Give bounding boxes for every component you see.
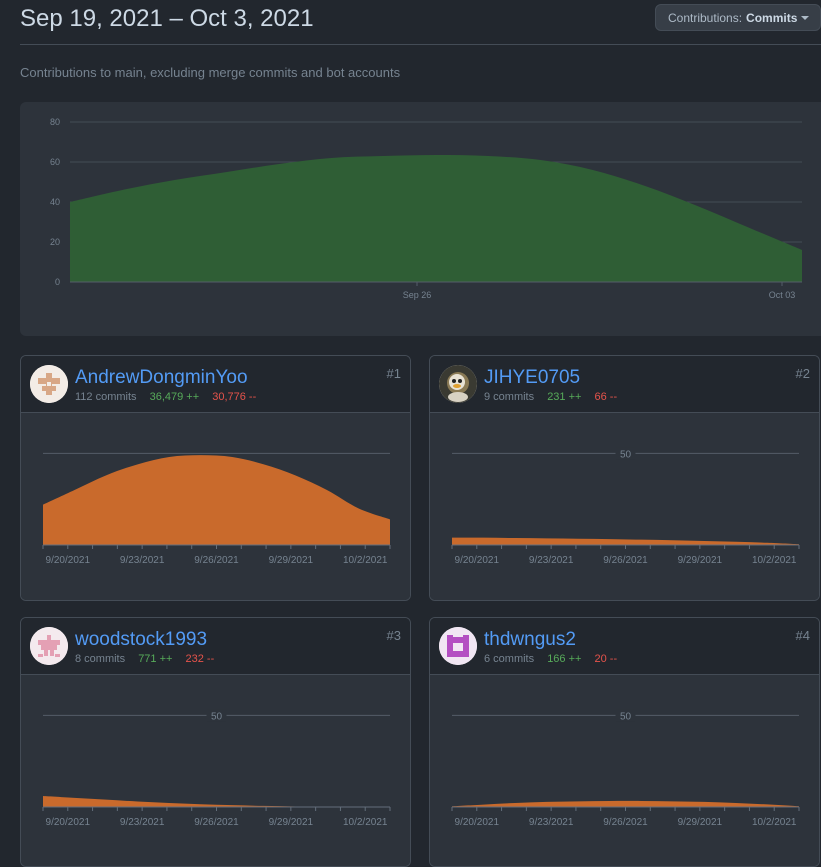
x-tick-label: 9/23/2021 xyxy=(529,555,574,566)
avatar[interactable] xyxy=(439,365,477,403)
x-tick-label: 9/29/2021 xyxy=(269,555,314,566)
additions-count: 166 ++ xyxy=(547,653,582,665)
contributor-stats: 9 commits 231 ++ 66 -- xyxy=(484,391,617,403)
contributor-header: thdwngus2 6 commits 166 ++ 20 -- #4 xyxy=(430,618,819,675)
contributor-header: JIHYE0705 9 commits 231 ++ 66 -- #2 xyxy=(430,356,819,413)
contributor-name-link[interactable]: woodstock1993 xyxy=(75,629,208,650)
contributor-name-link[interactable]: AndrewDongminYoo xyxy=(75,367,248,388)
gridline-label-bg xyxy=(615,447,636,460)
page-title: Sep 19, 2021 – Oct 3, 2021 xyxy=(20,5,314,32)
contributor-chart: 9/20/2021 9/23/2021 9/26/2021 9/29/2021 10/2… xyxy=(21,413,410,600)
main-chart-svg: 0 20 40 60 80 Sep 26 Oct 03 xyxy=(50,117,802,300)
x-tick-label: 9/26/2021 xyxy=(194,555,239,566)
contributor-card-3: woodstock1993 8 commits 771 ++ 232 -- #3… xyxy=(20,617,411,867)
y-tick-label: 50 xyxy=(211,711,223,722)
x-tick-label: 9/26/2021 xyxy=(603,817,648,828)
additions-count: 771 ++ xyxy=(138,653,173,665)
contributor-header: AndrewDongminYoo 112 commits 36,479 ++ 3… xyxy=(21,356,410,413)
caret-down-icon xyxy=(801,15,810,20)
rank-badge: #3 xyxy=(386,628,401,643)
commits-area xyxy=(43,796,390,808)
y-tick-label: 0 xyxy=(55,277,60,287)
avatar[interactable] xyxy=(30,627,68,665)
contributor-chart-svg: 50 9/20/2021 9/23/2021 9/26/2021 9/29/2021 10… xyxy=(451,709,800,828)
commits-area xyxy=(43,455,390,545)
y-tick-label: 80 xyxy=(50,117,60,127)
contributor-name-link[interactable]: thdwngus2 xyxy=(484,629,576,650)
contributor-chart-svg: 9/20/2021 9/23/2021 9/26/2021 9/29/2021 10/2… xyxy=(42,452,391,566)
deletions-count: 232 -- xyxy=(185,653,215,665)
rank-badge: #4 xyxy=(795,628,810,643)
y-tick-label: 50 xyxy=(620,449,632,460)
avatar[interactable] xyxy=(30,365,68,403)
contributor-stats: 112 commits 36,479 ++ 30,776 -- xyxy=(75,391,256,403)
x-tick-label: 9/20/2021 xyxy=(455,817,500,828)
rank-badge: #2 xyxy=(795,366,810,381)
chart-description: Contributions to main, excluding merge c… xyxy=(20,65,401,80)
gridline-label-bg xyxy=(206,709,227,722)
contributions-label: Contributions: xyxy=(668,10,743,25)
x-tick-label: 9/26/2021 xyxy=(194,817,239,828)
x-tick-label: Oct 03 xyxy=(769,290,796,300)
commit-count[interactable]: 112 commits xyxy=(75,391,137,403)
additions-count: 36,479 ++ xyxy=(149,391,200,403)
commits-area xyxy=(452,800,799,807)
contributor-chart-svg: 50 9/20/2021 9/23/2021 9/26/2021 9/29/2021 10… xyxy=(42,709,391,828)
x-tick-label: 9/23/2021 xyxy=(120,817,165,828)
x-tick-label: Sep 26 xyxy=(403,290,432,300)
avatar-photo-icon xyxy=(439,365,477,403)
deletions-count: 30,776 -- xyxy=(212,391,257,403)
x-tick-label: 10/2/2021 xyxy=(343,555,388,566)
contributions-value: Commits xyxy=(746,10,798,25)
y-tick-label: 50 xyxy=(620,711,632,722)
contributor-chart-svg: 50 9/20/2021 9/23/2021 9/26/2021 9/29/2021 10… xyxy=(451,447,800,566)
contributor-stats: 8 commits 771 ++ 232 -- xyxy=(75,653,214,665)
avatar-identicon-icon xyxy=(439,627,477,665)
x-tick-label: 9/26/2021 xyxy=(603,555,648,566)
commits-area xyxy=(70,155,802,282)
avatar-identicon-icon xyxy=(30,627,68,665)
contributor-card-4: thdwngus2 6 commits 166 ++ 20 -- #4 50 9/… xyxy=(429,617,820,867)
additions-count: 231 ++ xyxy=(547,391,582,403)
contributions-type-select[interactable]: Contributions: Commits xyxy=(655,4,821,31)
gridline-label-bg xyxy=(615,709,636,722)
x-tick-label: 9/23/2021 xyxy=(529,817,574,828)
y-tick-label: 20 xyxy=(50,237,60,247)
commit-count[interactable]: 8 commits xyxy=(75,653,126,665)
commits-area xyxy=(452,537,799,545)
x-tick-label: 9/23/2021 xyxy=(120,555,165,566)
header-divider xyxy=(20,44,821,45)
contributor-chart: 50 9/20/2021 9/23/2021 9/26/2021 9/29/2021 10… xyxy=(430,675,819,866)
main-contributions-chart: 0 20 40 60 80 Sep 26 Oct 03 xyxy=(20,102,821,336)
contributor-header: woodstock1993 8 commits 771 ++ 232 -- #3 xyxy=(21,618,410,675)
commit-count[interactable]: 9 commits xyxy=(484,391,535,403)
rank-badge: #1 xyxy=(386,366,401,381)
x-tick-label: 9/20/2021 xyxy=(46,555,91,566)
x-tick-label: 10/2/2021 xyxy=(752,817,797,828)
x-tick-label: 9/29/2021 xyxy=(269,817,314,828)
avatar[interactable] xyxy=(439,627,477,665)
y-tick-label: 40 xyxy=(50,197,60,207)
contributor-stats: 6 commits 166 ++ 20 -- xyxy=(484,653,617,665)
x-tick-label: 9/20/2021 xyxy=(46,817,91,828)
x-tick-label: 10/2/2021 xyxy=(343,817,388,828)
x-tick-label: 10/2/2021 xyxy=(752,555,797,566)
commit-count[interactable]: 6 commits xyxy=(484,653,535,665)
x-tick-label: 9/29/2021 xyxy=(678,555,723,566)
x-tick-label: 9/29/2021 xyxy=(678,817,723,828)
contributor-name-link[interactable]: JIHYE0705 xyxy=(484,367,581,388)
x-tick-label: 9/20/2021 xyxy=(455,555,500,566)
y-tick-label: 60 xyxy=(50,157,60,167)
contributor-chart: 50 9/20/2021 9/23/2021 9/26/2021 9/29/2021 10… xyxy=(430,413,819,600)
deletions-count: 20 -- xyxy=(594,653,618,665)
contributor-card-2: JIHYE0705 9 commits 231 ++ 66 -- #2 50 9/… xyxy=(429,355,820,601)
avatar-identicon-icon xyxy=(30,365,68,403)
deletions-count: 66 -- xyxy=(594,391,618,403)
contributor-chart: 50 9/20/2021 9/23/2021 9/26/2021 9/29/2021 10… xyxy=(21,675,410,866)
contributor-card-1: AndrewDongminYoo 112 commits 36,479 ++ 3… xyxy=(20,355,411,601)
